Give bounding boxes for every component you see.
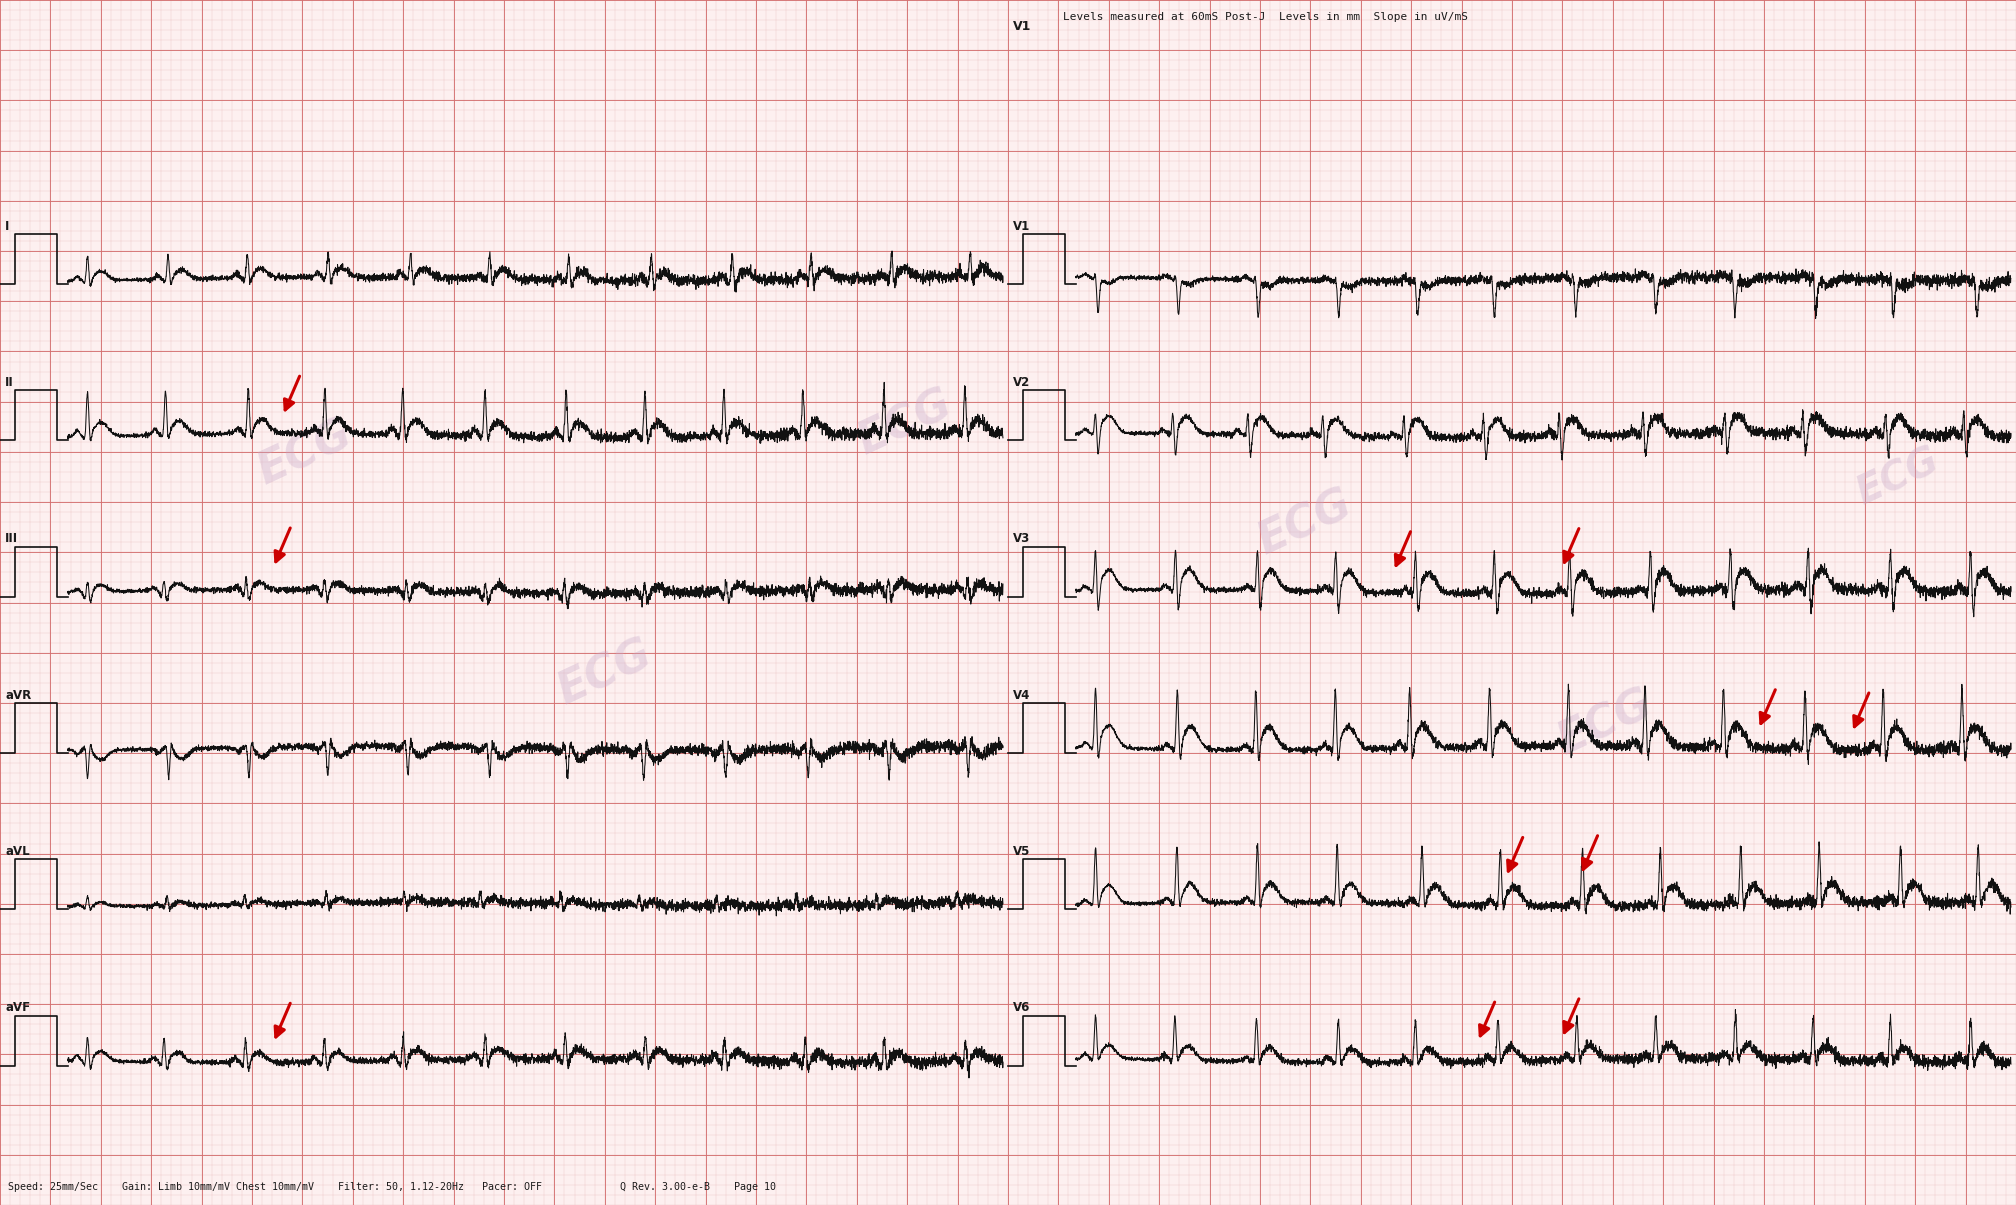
Text: Levels measured at 60mS Post-J  Levels in mm  Slope in uV/mS: Levels measured at 60mS Post-J Levels in… xyxy=(1062,12,1468,22)
Text: V3: V3 xyxy=(1012,533,1030,545)
Text: Speed: 25mm/Sec    Gain: Limb 10mm/mV Chest 10mm/mV    Filter: 50, 1.12-20Hz   P: Speed: 25mm/Sec Gain: Limb 10mm/mV Chest… xyxy=(8,1182,776,1192)
Text: V5: V5 xyxy=(1012,845,1030,858)
Text: ECG: ECG xyxy=(1250,483,1359,564)
Text: aVR: aVR xyxy=(4,688,32,701)
Text: I: I xyxy=(4,219,10,233)
Text: V6: V6 xyxy=(1012,1001,1030,1015)
Text: II: II xyxy=(4,376,14,389)
Text: V4: V4 xyxy=(1012,688,1030,701)
Text: aVF: aVF xyxy=(4,1001,30,1015)
Text: ECG: ECG xyxy=(1851,442,1945,513)
Text: ECG: ECG xyxy=(550,633,659,715)
Text: III: III xyxy=(4,533,18,545)
Text: V1: V1 xyxy=(1012,219,1030,233)
Text: ECG: ECG xyxy=(1550,683,1659,764)
Text: ECG: ECG xyxy=(250,413,359,494)
Text: V1: V1 xyxy=(1012,20,1032,33)
Text: V2: V2 xyxy=(1012,376,1030,389)
Text: ECG: ECG xyxy=(851,383,958,464)
Text: aVL: aVL xyxy=(4,845,30,858)
